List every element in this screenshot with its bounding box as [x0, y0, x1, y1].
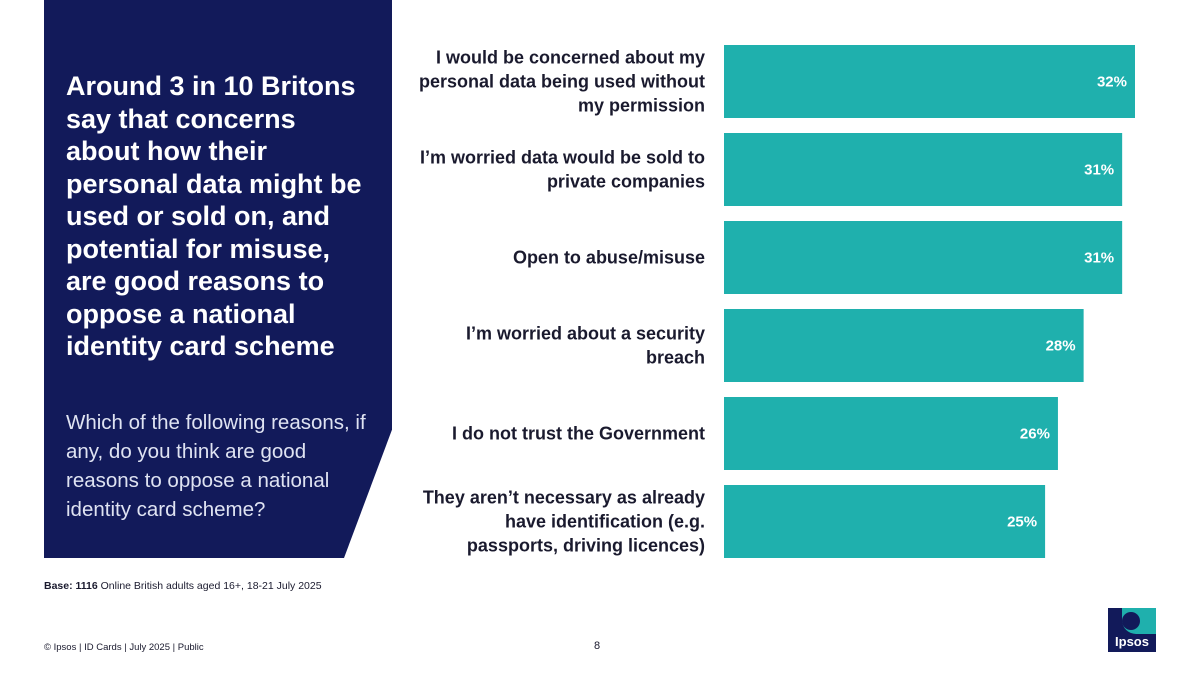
value-label-5: 26%: [1020, 426, 1050, 443]
value-label-4: 28%: [1046, 338, 1076, 355]
value-label-1: 32%: [1097, 74, 1127, 91]
survey-question: Which of the following reasons, if any, …: [66, 411, 366, 521]
value-label-6: 25%: [1007, 514, 1037, 531]
logo-text: Ipsos: [1115, 634, 1149, 649]
category-label-line: I’m worried data would be sold to: [420, 148, 705, 168]
value-label-3: 31%: [1084, 250, 1114, 267]
bar-3: [724, 221, 1123, 294]
bar-1: [724, 45, 1135, 118]
category-label-line: They aren’t necessary as already: [423, 488, 705, 508]
bar-2: [724, 133, 1123, 206]
category-label-1: I would be concerned about my personal da…: [419, 48, 705, 116]
value-label-2: 31%: [1084, 162, 1114, 179]
logo-mark: [1122, 612, 1140, 630]
category-label-line: my permission: [578, 96, 705, 116]
headline-title: Around 3 in 10 Britons say that concerns…: [66, 71, 362, 361]
base-note: Base: 1116 Online British adults aged 16…: [44, 580, 322, 592]
bar-6: [724, 485, 1046, 558]
category-label-line: I do not trust the Government: [452, 424, 705, 444]
base-text: Online British adults aged 16+, 18-21 Ju…: [100, 580, 322, 592]
bar-4: [724, 309, 1084, 382]
category-label-line: Open to abuse/misuse: [513, 248, 705, 268]
category-label-line: personal data being used without: [419, 72, 705, 92]
footer-copyright: © Ipsos | ID Cards | July 2025 | Public: [44, 642, 204, 653]
category-label-5: I do not trust the Government: [452, 424, 705, 444]
category-label-line: breach: [646, 348, 705, 368]
category-label-line: I’m worried about a security: [466, 324, 705, 344]
ipsos-logo: Ipsos: [1108, 608, 1156, 652]
category-label-3: Open to abuse/misuse: [513, 248, 705, 268]
page-number: 8: [594, 640, 601, 652]
category-label-line: passports, driving licences): [467, 536, 705, 556]
category-label-line: private companies: [547, 172, 705, 192]
category-label-4: I’m worried about a security breach: [466, 324, 705, 368]
category-label-line: I would be concerned about my: [436, 48, 705, 68]
base-label: Base: 1116: [44, 580, 98, 592]
headline-panel: Around 3 in 10 Britons say that concerns…: [44, 0, 392, 558]
category-label-2: I’m worried data would be sold to private…: [420, 148, 705, 192]
category-label-6: They aren’t necessary as already have ide…: [423, 488, 705, 556]
category-label-line: have identification (e.g.: [505, 512, 705, 532]
bar-5: [724, 397, 1058, 470]
